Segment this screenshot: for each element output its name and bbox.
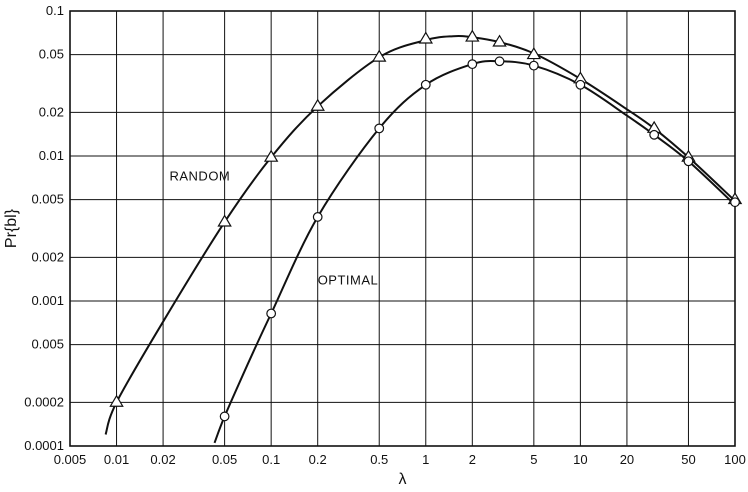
series-line-random bbox=[104, 35, 736, 435]
y-tick-label: 0.05 bbox=[39, 47, 64, 62]
y-axis-ticks: 0.0001 0.0002 0.005 0.001 0.002 0.005 0.01 0.02… bbox=[24, 3, 64, 453]
x-tick-label: 10 bbox=[573, 452, 587, 467]
data-point-optimal bbox=[494, 56, 505, 67]
data-point-random bbox=[109, 394, 124, 407]
x-axis-label: λ bbox=[399, 471, 407, 488]
data-point-random bbox=[263, 149, 279, 162]
y-tick-label: 0.1 bbox=[46, 3, 64, 18]
markers bbox=[109, 29, 743, 422]
data-point-optimal bbox=[649, 129, 660, 140]
x-tick-label: 0.005 bbox=[54, 452, 87, 467]
y-axis-label: Pr{bl} bbox=[3, 208, 20, 248]
y-tick-label: 0.002 bbox=[31, 249, 64, 264]
x-tick-label: 50 bbox=[681, 452, 695, 467]
data-point-optimal bbox=[575, 79, 586, 90]
data-point-optimal bbox=[683, 156, 694, 167]
data-point-random bbox=[492, 34, 507, 47]
x-axis-ticks: 0.005 0.01 0.02 0.05 0.1 0.2 0.5 1 2 5 10 20 50 100 bbox=[54, 452, 746, 467]
x-tick-label: 1 bbox=[422, 452, 429, 467]
series-line-optimal bbox=[213, 60, 736, 444]
x-tick-label: 0.2 bbox=[309, 452, 327, 467]
data-point-random bbox=[465, 29, 480, 42]
data-point-optimal bbox=[312, 212, 323, 222]
x-tick-label: 0.02 bbox=[150, 452, 175, 467]
x-tick-label: 0.01 bbox=[104, 452, 129, 467]
series-label-optimal: OPTIMAL bbox=[318, 272, 379, 287]
data-point-random bbox=[526, 46, 542, 60]
x-tick-label: 0.05 bbox=[212, 452, 237, 467]
data-point-optimal bbox=[266, 308, 277, 319]
y-tick-label: 0.001 bbox=[31, 293, 64, 308]
x-tick-label: 100 bbox=[724, 452, 746, 467]
y-tick-label: 0.005 bbox=[31, 192, 64, 207]
data-point-optimal bbox=[467, 59, 478, 70]
data-point-optimal bbox=[420, 79, 431, 90]
data-point-optimal bbox=[374, 123, 385, 134]
x-tick-label: 0.1 bbox=[262, 452, 280, 467]
series-label-random: RANDOM bbox=[169, 168, 230, 183]
y-tick-label: 0.005 bbox=[31, 337, 64, 352]
data-point-random bbox=[310, 98, 325, 111]
x-tick-label: 2 bbox=[469, 452, 476, 467]
data-point-random bbox=[418, 31, 434, 44]
plot-frame bbox=[69, 10, 736, 447]
data-point-optimal bbox=[528, 60, 539, 71]
data-point-random bbox=[371, 49, 387, 62]
y-tick-label: 0.0002 bbox=[24, 394, 64, 409]
data-point-optimal bbox=[219, 411, 230, 422]
grid bbox=[69, 10, 736, 447]
data-point-random bbox=[217, 214, 232, 227]
data-point-optimal bbox=[730, 197, 740, 208]
x-tick-label: 20 bbox=[620, 452, 634, 467]
x-tick-label: 5 bbox=[530, 452, 537, 467]
curves bbox=[104, 35, 736, 444]
y-tick-label: 0.0001 bbox=[24, 438, 64, 453]
y-tick-label: 0.01 bbox=[39, 148, 64, 163]
x-tick-label: 0.5 bbox=[370, 452, 388, 467]
y-tick-label: 0.02 bbox=[39, 104, 64, 119]
